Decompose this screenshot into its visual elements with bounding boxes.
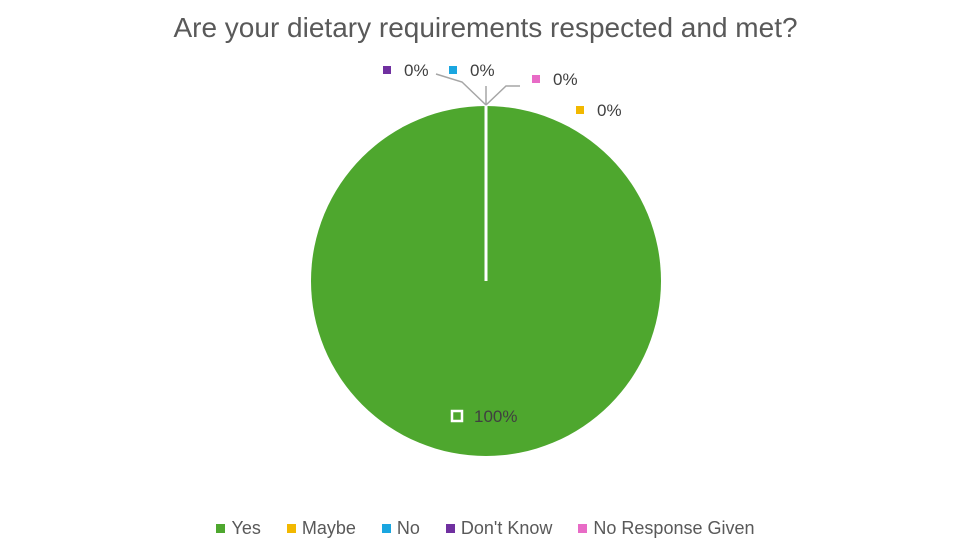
legend-item-4: No Response Given (578, 518, 755, 539)
legend-label: Yes (231, 518, 261, 538)
legend-swatch (381, 524, 391, 533)
chart-title: Are your dietary requirements respected … (173, 12, 798, 43)
data-label-3: 0% (404, 61, 429, 80)
leader-line-0 (435, 73, 487, 106)
data-label-2: 0% (470, 61, 495, 80)
legend-item-2: No (381, 518, 420, 539)
data-label-4: 0% (553, 70, 578, 89)
leader-line-2 (485, 85, 520, 106)
legend-label: No (396, 518, 420, 538)
legend-label: No Response Given (593, 518, 755, 538)
legend-label: Maybe (301, 518, 356, 538)
legend-label: Don't Know (460, 518, 553, 538)
data-label-marker-3 (383, 66, 391, 74)
data-label-marker-2 (449, 66, 457, 74)
data-label-1: 0% (597, 101, 622, 120)
data-label-marker-1 (576, 106, 584, 114)
legend-swatch (445, 524, 455, 533)
legend-swatch (286, 524, 296, 533)
legend-swatch (578, 524, 588, 533)
legend-item-0: Yes (216, 518, 261, 539)
legend: Yes Maybe No Don't Know No Response Given (0, 518, 971, 539)
legend-item-3: Don't Know (445, 518, 553, 539)
data-label-0: 100% (474, 407, 517, 426)
legend-item-1: Maybe (286, 518, 356, 539)
legend-swatch (216, 524, 226, 533)
data-label-marker-4 (532, 75, 540, 83)
data-label-marker-0 (450, 409, 464, 423)
